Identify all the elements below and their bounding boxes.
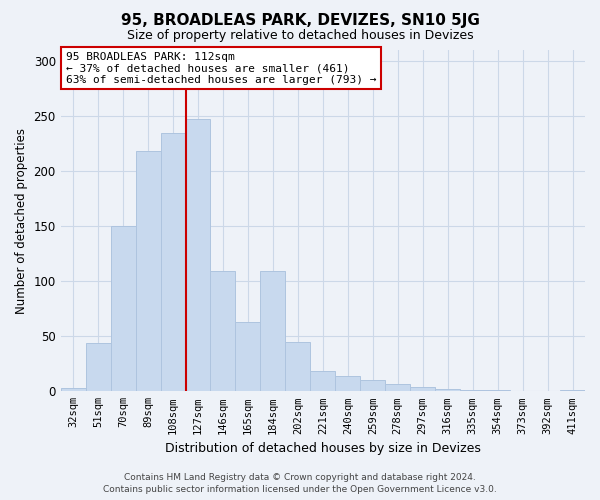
X-axis label: Distribution of detached houses by size in Devizes: Distribution of detached houses by size … bbox=[165, 442, 481, 455]
Bar bbox=[360, 380, 385, 392]
Bar bbox=[286, 342, 310, 392]
Bar bbox=[410, 387, 435, 392]
Text: 95, BROADLEAS PARK, DEVIZES, SN10 5JG: 95, BROADLEAS PARK, DEVIZES, SN10 5JG bbox=[121, 12, 479, 28]
Bar bbox=[185, 120, 211, 392]
Bar bbox=[86, 343, 110, 392]
Bar bbox=[335, 376, 360, 392]
Bar bbox=[310, 372, 335, 392]
Bar bbox=[485, 390, 510, 392]
Bar bbox=[460, 390, 485, 392]
Bar bbox=[161, 132, 185, 392]
Bar bbox=[260, 272, 286, 392]
Bar bbox=[211, 272, 235, 392]
Text: 95 BROADLEAS PARK: 112sqm
← 37% of detached houses are smaller (461)
63% of semi: 95 BROADLEAS PARK: 112sqm ← 37% of detac… bbox=[66, 52, 376, 85]
Text: Size of property relative to detached houses in Devizes: Size of property relative to detached ho… bbox=[127, 29, 473, 42]
Bar bbox=[385, 384, 410, 392]
Bar bbox=[136, 152, 161, 392]
Bar bbox=[435, 389, 460, 392]
Bar bbox=[235, 322, 260, 392]
Text: Contains HM Land Registry data © Crown copyright and database right 2024.
Contai: Contains HM Land Registry data © Crown c… bbox=[103, 472, 497, 494]
Bar bbox=[560, 390, 585, 392]
Bar bbox=[110, 226, 136, 392]
Y-axis label: Number of detached properties: Number of detached properties bbox=[15, 128, 28, 314]
Bar bbox=[61, 388, 86, 392]
